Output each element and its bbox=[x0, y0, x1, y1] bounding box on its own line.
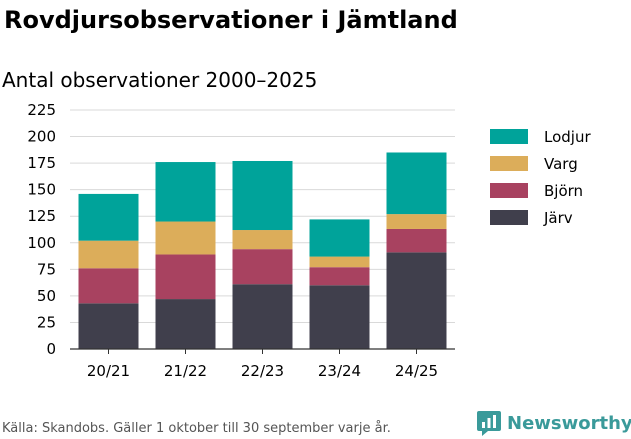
chart-title: Rovdjursobservationer i Jämtland bbox=[4, 6, 458, 34]
axis-layer: 0 25 50 75 100 125 150 175 200 225 20/21 21/22 22/23… bbox=[27, 101, 455, 380]
chart-subtitle: Antal observationer 2000–2025 bbox=[2, 68, 318, 92]
bar-segment-björn bbox=[386, 228, 447, 253]
x-tick-label: 20/21 bbox=[87, 362, 130, 380]
legend: Lodjur Varg Björn Järv bbox=[490, 128, 591, 227]
x-tick-label: 21/22 bbox=[164, 362, 207, 380]
bar-layer bbox=[78, 152, 447, 349]
bar-segment-varg bbox=[386, 214, 447, 229]
y-tick-label: 200 bbox=[27, 128, 56, 146]
bar-segment-varg bbox=[78, 240, 139, 269]
bar-segment-järv bbox=[386, 252, 447, 349]
legend-swatch-varg bbox=[490, 156, 528, 171]
legend-swatch-järv bbox=[490, 210, 528, 225]
y-tick-label: 125 bbox=[27, 207, 56, 225]
y-tick-label: 150 bbox=[27, 181, 56, 199]
x-tick-label: 24/25 bbox=[395, 362, 438, 380]
bar-segment-lodjur bbox=[309, 219, 370, 257]
bar-segment-varg bbox=[232, 230, 293, 250]
legend-label-järv: Järv bbox=[543, 209, 573, 227]
bar-segment-björn bbox=[232, 249, 293, 285]
legend-swatch-björn bbox=[490, 183, 528, 198]
legend-label-björn: Björn bbox=[544, 182, 583, 200]
y-tick-label: 50 bbox=[37, 287, 56, 305]
y-tick-label: 25 bbox=[37, 313, 56, 331]
bar-segment-varg bbox=[155, 221, 216, 255]
bar-segment-järv bbox=[232, 284, 293, 349]
bar-segment-järv bbox=[309, 285, 370, 349]
bar-segment-lodjur bbox=[232, 160, 293, 231]
y-tick-label: 0 bbox=[46, 340, 56, 358]
bar-segment-järv bbox=[155, 299, 216, 349]
source-note: Källa: Skandobs. Gäller 1 oktober till 3… bbox=[2, 421, 391, 436]
brand-name: Newsworthy bbox=[507, 412, 631, 434]
bar-segment-björn bbox=[78, 268, 139, 304]
legend-label-varg: Varg bbox=[544, 155, 578, 173]
bar-segment-järv bbox=[78, 303, 139, 349]
newsworthy-logo-icon bbox=[477, 411, 501, 436]
x-tick-label: 23/24 bbox=[318, 362, 361, 380]
bar-segment-lodjur bbox=[155, 162, 216, 222]
y-tick-label: 175 bbox=[27, 154, 56, 172]
y-tick-label: 225 bbox=[27, 101, 56, 119]
bar-segment-lodjur bbox=[78, 193, 139, 241]
bar-segment-varg bbox=[309, 256, 370, 268]
bar-segment-björn bbox=[309, 267, 370, 286]
legend-label-lodjur: Lodjur bbox=[544, 128, 591, 146]
legend-swatch-lodjur bbox=[490, 129, 528, 144]
bar-segment-björn bbox=[155, 254, 216, 300]
y-tick-label: 75 bbox=[37, 260, 56, 278]
y-tick-label: 100 bbox=[27, 234, 56, 252]
x-tick-label: 22/23 bbox=[241, 362, 284, 380]
brand-logo: Newsworthy bbox=[476, 408, 631, 438]
bar-segment-lodjur bbox=[386, 152, 447, 215]
